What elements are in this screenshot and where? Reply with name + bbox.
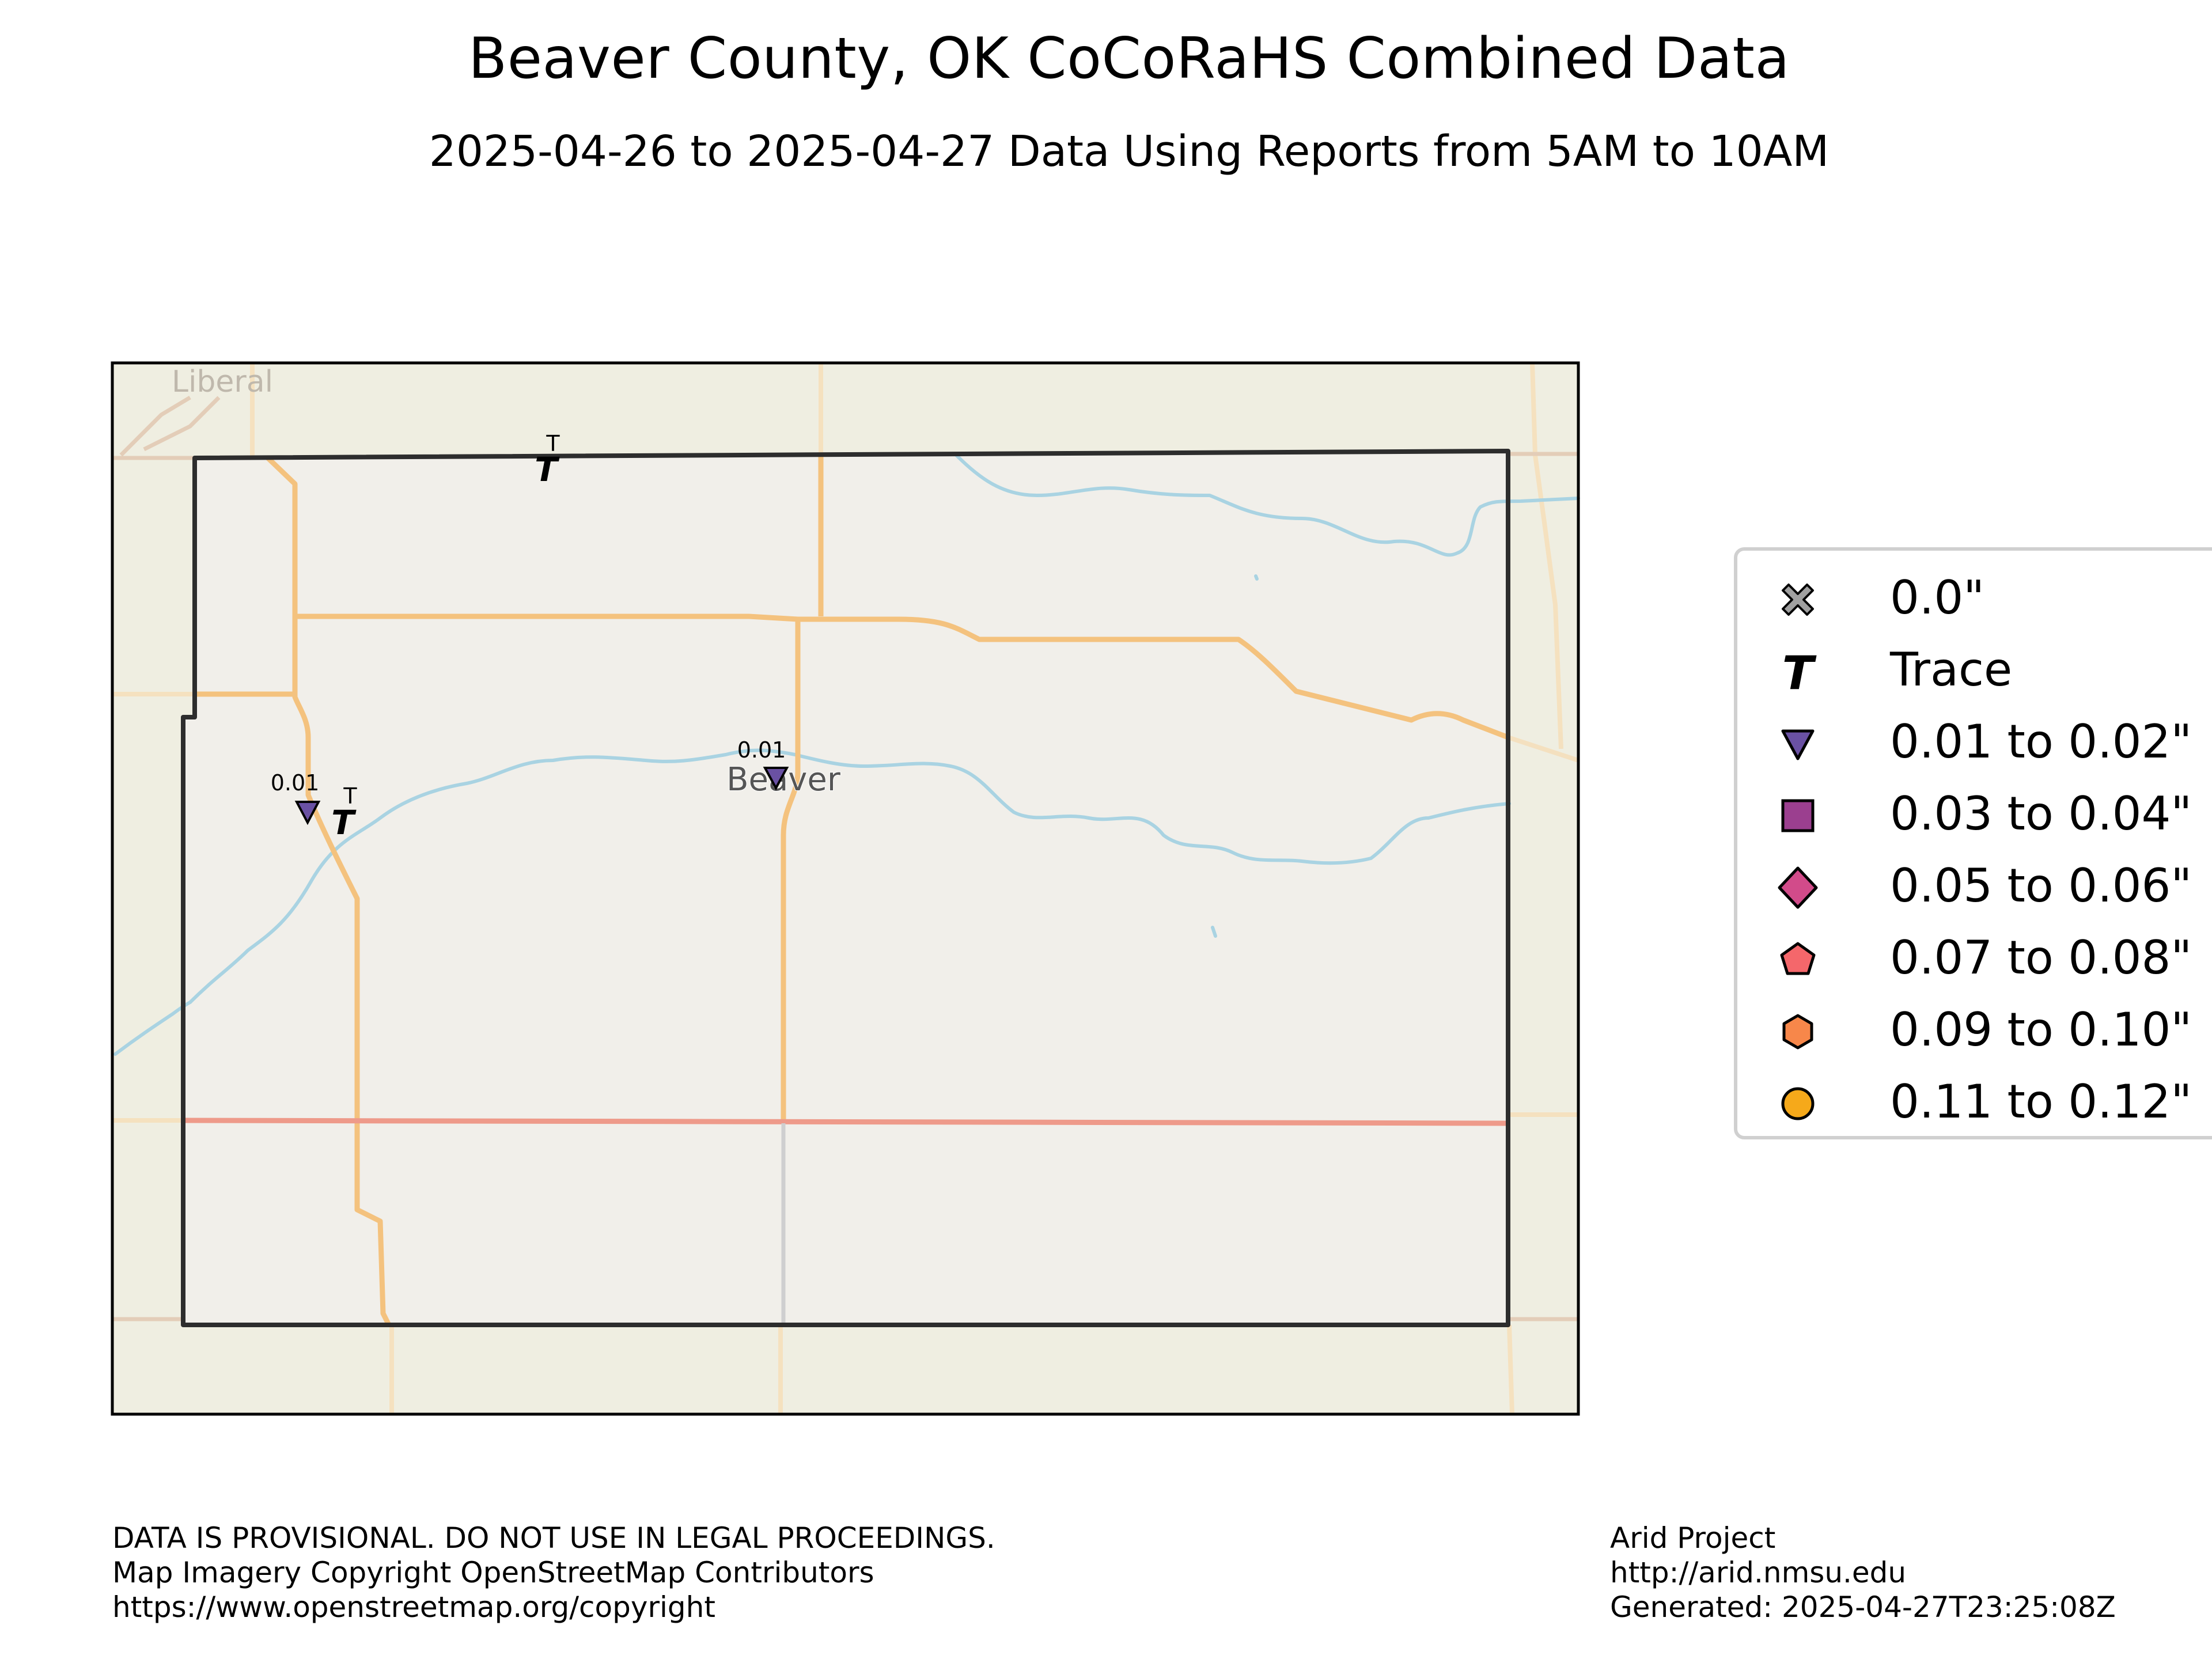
legend-item-zero: 0.0" bbox=[1737, 565, 2212, 634]
station-west-trace-label: T bbox=[343, 783, 357, 809]
square-icon bbox=[1781, 799, 1815, 832]
triangle-down-icon bbox=[1781, 729, 1815, 760]
station-west-trace: T T bbox=[331, 783, 357, 842]
svg-text:T: T bbox=[1782, 649, 1817, 695]
west-creek bbox=[113, 1001, 192, 1056]
county-border bbox=[181, 449, 1510, 1327]
map-title: Beaver County, OK CoCoRaHS Combined Data bbox=[468, 26, 1790, 92]
legend-label: 0.11 to 0.12" bbox=[1890, 1075, 2192, 1128]
footer-project-link[interactable]: http://arid.nmsu.edu bbox=[1610, 1556, 1907, 1589]
map-frame bbox=[111, 361, 1580, 1416]
west-road bbox=[266, 456, 392, 1327]
legend-label: 0.03 to 0.04" bbox=[1890, 787, 2192, 840]
footer-provisional-text: DATA IS PROVISIONAL. DO NOT USE IN LEGAL… bbox=[112, 1521, 995, 1555]
roads bbox=[195, 456, 1509, 1327]
triangle-down-icon bbox=[294, 801, 321, 825]
station-north-trace: T T bbox=[535, 431, 560, 489]
legend-label: 0.0" bbox=[1890, 571, 1985, 624]
legend-label: 0.05 to 0.06" bbox=[1890, 859, 2192, 912]
legend-item-trace: T Trace bbox=[1737, 637, 2212, 706]
east-west-road bbox=[295, 613, 1509, 740]
station-north-label: T bbox=[546, 431, 560, 456]
footer-copyright-link[interactable]: https://www.openstreetmap.org/copyright bbox=[112, 1590, 715, 1624]
legend-label: 0.09 to 0.10" bbox=[1890, 1003, 2192, 1056]
legend-item-009-010: 0.09 to 0.10" bbox=[1737, 997, 2212, 1066]
footer-credits: Arid Project http://arid.nmsu.edu Genera… bbox=[1610, 1521, 2116, 1624]
legend-label: 0.07 to 0.08" bbox=[1890, 931, 2192, 984]
legend-item-001-002: 0.01 to 0.02" bbox=[1737, 709, 2212, 778]
legend-label: Trace bbox=[1890, 643, 2013, 696]
footer-copyright-text: Map Imagery Copyright OpenStreetMap Cont… bbox=[112, 1556, 874, 1589]
footer-disclaimer: DATA IS PROVISIONAL. DO NOT USE IN LEGAL… bbox=[112, 1521, 995, 1624]
legend-item-005-006: 0.05 to 0.06" bbox=[1737, 853, 2212, 922]
trace-t-icon: T bbox=[331, 803, 357, 842]
circle-icon bbox=[1781, 1087, 1815, 1120]
liberal-streets bbox=[112, 395, 1578, 1321]
x-icon bbox=[1782, 584, 1814, 616]
station-west-value-label: 0.01 bbox=[271, 770, 320, 796]
liberal-city-label: Liberal bbox=[172, 365, 273, 399]
trace-t-icon: T bbox=[1782, 649, 1817, 695]
station-beaver-triangle: 0.01 bbox=[737, 737, 789, 791]
outer-roads bbox=[112, 362, 1580, 1415]
station-beaver-value-label: 0.01 bbox=[737, 737, 786, 763]
cimarron-upper-river bbox=[955, 453, 1580, 557]
diamond-icon bbox=[1778, 866, 1818, 909]
pond-1 bbox=[1211, 926, 1217, 938]
beaver-river bbox=[188, 748, 1511, 1004]
hexagon-icon bbox=[1782, 1014, 1813, 1050]
us-83-road bbox=[781, 619, 801, 1120]
legend: 0.0" T Trace 0.01 to 0.02" 0.03 to 0.04"… bbox=[1734, 547, 2212, 1139]
legend-item-003-004: 0.03 to 0.04" bbox=[1737, 781, 2212, 850]
footer-project-name: Arid Project bbox=[1610, 1521, 1776, 1555]
trace-t-icon: T bbox=[535, 450, 560, 489]
legend-item-011-012: 0.11 to 0.12" bbox=[1737, 1069, 2212, 1138]
us-412-road bbox=[183, 1118, 1509, 1126]
pentagon-icon bbox=[1780, 942, 1816, 975]
footer-generated-timestamp: Generated: 2025-04-27T23:25:08Z bbox=[1610, 1590, 2116, 1624]
beaver-city-label: Beaver bbox=[726, 761, 841, 798]
station-west-triangle: 0.01 bbox=[271, 770, 321, 825]
legend-item-007-008: 0.07 to 0.08" bbox=[1737, 925, 2212, 994]
map-subtitle: 2025-04-26 to 2025-04-27 Data Using Repo… bbox=[429, 127, 1830, 176]
county-fill bbox=[183, 451, 1508, 1325]
legend-label: 0.01 to 0.02" bbox=[1890, 715, 2192, 768]
pond-2 bbox=[1254, 574, 1259, 581]
triangle-down-icon bbox=[763, 767, 789, 791]
rivers bbox=[113, 453, 1580, 1056]
